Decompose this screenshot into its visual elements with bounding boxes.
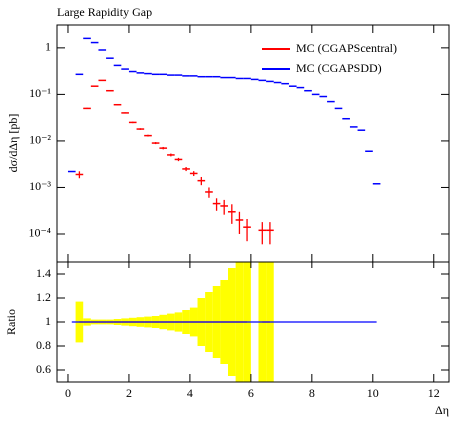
x-tick-label: 2 bbox=[126, 386, 132, 400]
y-tick-label: 0.6 bbox=[36, 362, 51, 376]
y-tick-label: 10⁻⁴ bbox=[28, 226, 51, 240]
legend-label: MC (CGAPScentral) bbox=[296, 41, 397, 55]
y-axis-label: dσ/dΔη [pb] bbox=[6, 114, 20, 173]
legend-label: MC (CGAPSDD) bbox=[296, 61, 382, 75]
chart-title: Large Rapidity Gap bbox=[57, 5, 152, 19]
x-tick-label: 6 bbox=[248, 386, 254, 400]
y-tick-label: 1 bbox=[45, 40, 51, 54]
x-tick-label: 8 bbox=[309, 386, 315, 400]
x-tick-label: 4 bbox=[187, 386, 193, 400]
y-tick-label: 10⁻³ bbox=[29, 179, 51, 193]
x-tick-label: 12 bbox=[428, 386, 440, 400]
y-tick-label: 0.8 bbox=[36, 338, 51, 352]
x-tick-label: 0 bbox=[65, 386, 71, 400]
ratio-axis-label: Ratio bbox=[4, 309, 18, 335]
y-tick-label: 1 bbox=[45, 314, 51, 328]
plot-frame bbox=[56, 261, 450, 383]
x-tick-label: 10 bbox=[367, 386, 379, 400]
plot-frame bbox=[56, 24, 450, 263]
x-axis-label: Δη bbox=[435, 403, 449, 417]
y-tick-label: 1.4 bbox=[36, 266, 51, 280]
y-tick-label: 10⁻² bbox=[29, 133, 51, 147]
y-tick-label: 1.2 bbox=[36, 290, 51, 304]
y-tick-label: 10⁻¹ bbox=[29, 86, 51, 100]
